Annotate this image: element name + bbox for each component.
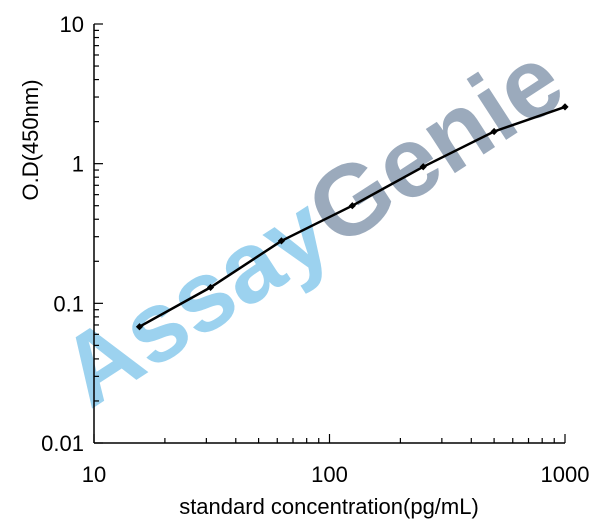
data-point [135,323,144,331]
data-point [277,237,286,245]
y-axis-tick-labels: 0.01 0.1 1 10 [41,12,84,456]
x-tick-label: 100 [311,462,348,487]
watermark-assay: Assay [41,174,349,429]
data-point [419,163,427,171]
data-point [348,202,356,210]
y-tick-label: 0.1 [53,291,84,316]
y-axis-ticks [94,23,103,444]
y-axis-label: O.D(450nm) [18,79,43,200]
x-axis-tick-labels: 10 100 1000 [82,462,590,487]
data-points [135,103,569,331]
x-tick-label: 10 [82,462,106,487]
y-tick-label: 0.01 [41,431,84,456]
y-tick-label: 10 [60,12,84,37]
data-point [561,103,569,111]
x-axis-label: standard concentration(pg/mL) [179,494,479,519]
watermark-genie: Genie [288,23,582,268]
y-tick-label: 1 [72,152,84,177]
data-point [490,127,498,136]
data-point [206,283,215,292]
x-axis-ticks [93,434,566,443]
x-tick-label: 1000 [541,462,590,487]
